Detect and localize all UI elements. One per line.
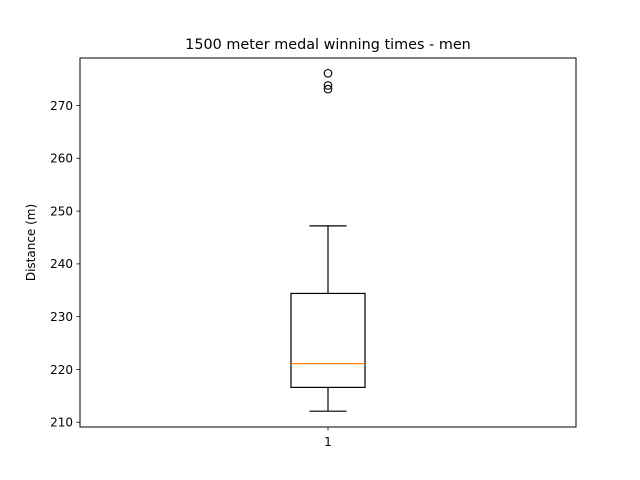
x-axis: 1 <box>324 427 332 449</box>
box-series <box>290 68 366 412</box>
y-tick-label: 230 <box>50 310 73 324</box>
y-tick-label: 220 <box>50 363 73 377</box>
outlier-point <box>323 68 333 78</box>
y-tick-label: 270 <box>50 99 73 113</box>
outlier-point <box>323 81 333 90</box>
y-tick-label: 240 <box>50 257 73 271</box>
interquartile-box <box>290 292 366 389</box>
plot-area-frame <box>79 57 577 428</box>
chart-title: 1500 meter medal winning times - men <box>185 37 471 53</box>
y-axis: 210 220 230 240 250 260 270 <box>50 99 80 430</box>
y-axis-label: Distance (m) <box>24 204 38 281</box>
outlier-point <box>323 84 333 94</box>
y-tick-label: 260 <box>50 152 73 166</box>
y-tick-label: 250 <box>50 204 73 218</box>
x-tick-label: 1 <box>324 435 332 449</box>
box-group <box>290 68 366 412</box>
y-tick-label: 210 <box>50 416 73 430</box>
